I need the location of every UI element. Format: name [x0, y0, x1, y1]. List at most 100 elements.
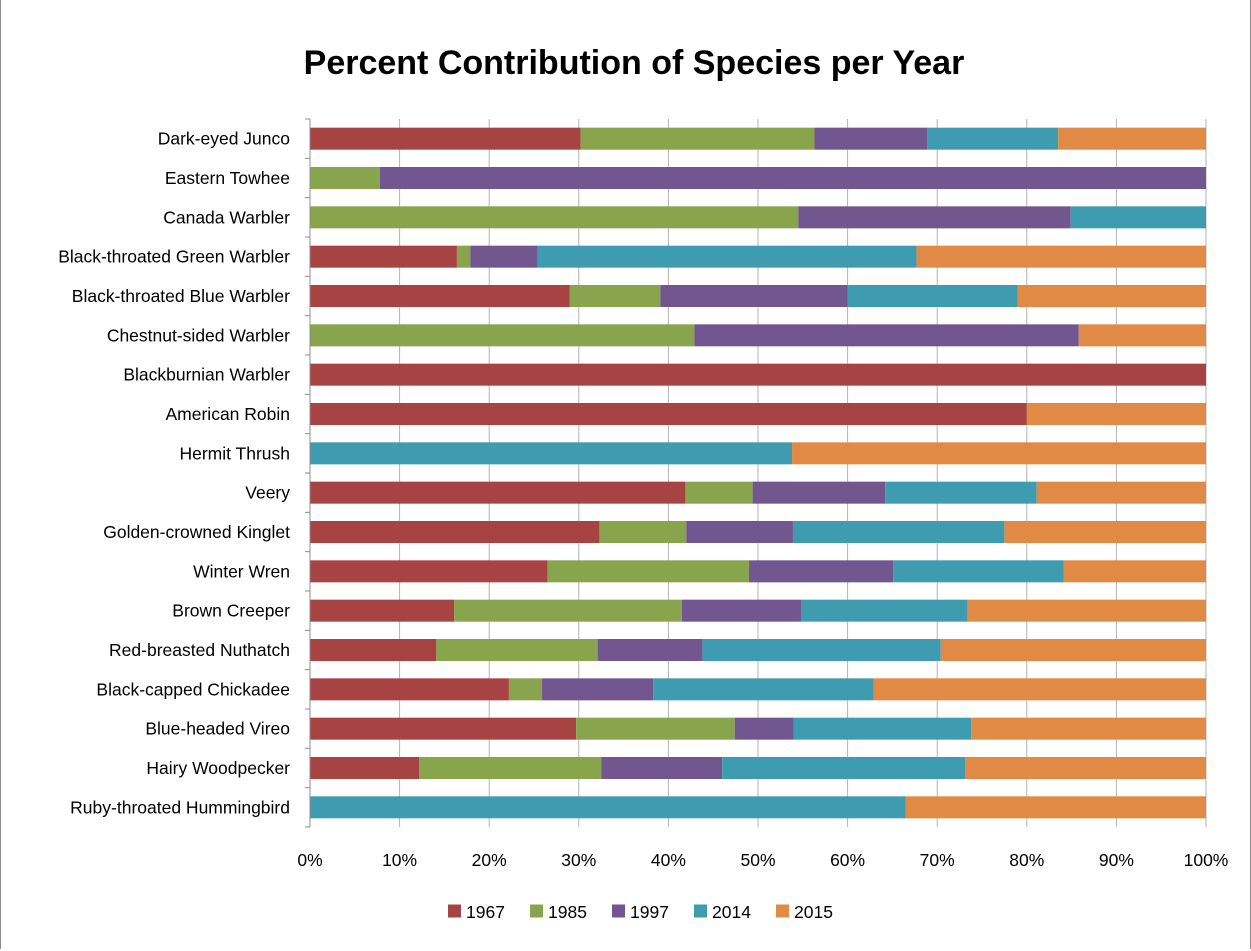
x-tick-label: 30%: [561, 850, 596, 870]
bar-segment-1985: [310, 167, 380, 189]
category-label: Winter Wren: [193, 561, 290, 581]
x-tick-label: 50%: [740, 850, 775, 870]
bar-segment-1997: [542, 678, 654, 701]
bar-segment-2014: [702, 639, 941, 661]
bar-segment-2014: [792, 521, 1005, 543]
bar-segment-2014: [310, 442, 793, 465]
bar-segment-1967: [310, 560, 548, 583]
legend-swatch-1967: [448, 904, 461, 918]
axes: [305, 118, 311, 828]
bar-segment-2014: [793, 717, 972, 740]
legend-swatch-1997: [612, 904, 625, 918]
bar-segment-1985: [419, 757, 602, 779]
category-label: Brown Creeper: [172, 601, 290, 621]
bar-segment-2014: [927, 127, 1059, 150]
bar-segment-1985: [599, 521, 687, 543]
bar-segment-1967: [310, 481, 686, 504]
bar-segment-2015: [1004, 521, 1206, 543]
bar-segment-2015: [873, 678, 1206, 701]
bar-segment-1985: [454, 599, 682, 622]
bar-segment-1985: [580, 127, 815, 150]
bar-segment-1967: [310, 245, 457, 268]
legend-swatch-2014: [694, 904, 707, 918]
bar-segment-1997: [814, 127, 928, 150]
category-label: Ruby-throated Hummingbird: [70, 797, 290, 817]
bar-segment-1997: [601, 757, 723, 779]
category-label: Black-throated Blue Warbler: [72, 286, 290, 306]
x-tick-label: 90%: [1099, 850, 1134, 870]
bar-segment-1967: [310, 599, 455, 622]
chart-title: Percent Contribution of Species per Year: [304, 44, 965, 82]
bar-segment-1967: [310, 403, 1027, 425]
bar-segment-2015: [905, 796, 1206, 819]
bar-segment-2014: [1070, 206, 1206, 229]
x-tick-label: 80%: [1009, 850, 1044, 870]
bar-segment-1967: [310, 678, 509, 701]
bar-segment-2014: [653, 678, 874, 701]
category-label: Red-breasted Nuthatch: [109, 640, 290, 660]
category-label: Canada Warbler: [163, 207, 290, 227]
bar-segment-2015: [1036, 481, 1206, 504]
bar-segment-2015: [1026, 403, 1206, 425]
bar-segment-1997: [734, 717, 794, 740]
bar-segment-2014: [310, 796, 906, 819]
bar-segment-1997: [694, 324, 1079, 347]
legend-label-1967: 1967: [466, 902, 505, 922]
bar-segment-1967: [310, 127, 581, 150]
bar-segment-1997: [749, 560, 894, 583]
x-tick-label: 40%: [651, 850, 686, 870]
bar-segment-2015: [1017, 285, 1206, 307]
bar-segment-1997: [379, 167, 1206, 189]
x-tick-label: 70%: [920, 850, 955, 870]
bar-segment-1985: [508, 678, 543, 701]
legend-label-2015: 2015: [794, 902, 833, 922]
x-tick-labels: 0% 10% 20% 30% 40% 50% 60% 70% 80% 90% 100%: [297, 850, 1228, 870]
bar-segment-1985: [576, 717, 735, 740]
bar-segment-1997: [798, 206, 1071, 229]
bar-segment-2015: [940, 639, 1206, 661]
bar-segment-1985: [436, 639, 598, 661]
x-tick-label: 0%: [297, 850, 322, 870]
category-labels: Dark-eyed Junco Eastern Towhee Canada Warb…: [58, 129, 290, 818]
bar-segment-1997: [470, 245, 538, 268]
bar-segment-2015: [1058, 127, 1206, 150]
category-label: American Robin: [166, 404, 291, 424]
bar-segment-1985: [685, 481, 753, 504]
legend-swatch-2015: [776, 904, 789, 918]
bar-segment-1997: [752, 481, 886, 504]
category-label: Hermit Thrush: [179, 443, 290, 463]
legend: 1967 1985 1997 2014 2015: [448, 902, 833, 922]
bar-segment-1997: [681, 599, 802, 622]
category-label: Blackburnian Warbler: [123, 365, 290, 385]
category-label: Hairy Woodpecker: [146, 758, 290, 778]
bar-segment-1997: [686, 521, 793, 543]
legend-swatch-1985: [530, 904, 543, 918]
category-label: Golden-crowned Kinglet: [103, 522, 290, 542]
bar-segment-2014: [885, 481, 1037, 504]
bar-segment-2015: [971, 717, 1206, 740]
bar-segment-1967: [310, 717, 577, 740]
bar-segment-1985: [456, 245, 471, 268]
legend-label-2014: 2014: [712, 902, 751, 922]
gridlines: [309, 119, 1207, 827]
bars: [310, 127, 1206, 819]
category-label: Blue-headed Vireo: [145, 719, 290, 739]
legend-label-1997: 1997: [630, 902, 669, 922]
bar-segment-2015: [967, 599, 1206, 622]
legend-label-1985: 1985: [548, 902, 587, 922]
bar-segment-1967: [310, 521, 600, 543]
category-label: Black-throated Green Warbler: [58, 247, 290, 267]
category-label: Black-capped Chickadee: [96, 679, 290, 699]
category-label: Dark-eyed Junco: [158, 129, 290, 149]
bar-segment-2014: [847, 285, 1018, 307]
bar-segment-1997: [597, 639, 703, 661]
category-label: Eastern Towhee: [165, 168, 290, 188]
bar-segment-1985: [569, 285, 661, 307]
category-label: Veery: [245, 483, 290, 503]
bar-segment-1985: [310, 324, 695, 347]
bar-segment-2014: [893, 560, 1064, 583]
bar-segment-2015: [916, 245, 1206, 268]
bar-segment-1985: [547, 560, 750, 583]
